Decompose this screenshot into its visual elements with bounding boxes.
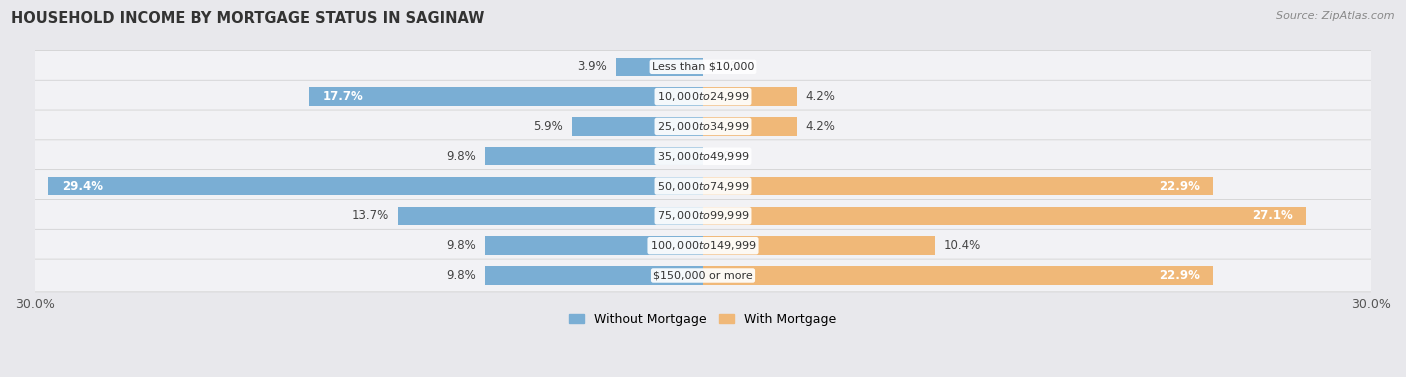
Bar [398,207,703,225]
Bar [48,177,703,195]
FancyBboxPatch shape [22,110,1384,143]
Text: $150,000 or more: $150,000 or more [654,270,752,280]
Text: 9.8%: 9.8% [446,269,475,282]
Text: 17.7%: 17.7% [322,90,363,103]
Bar [309,87,703,106]
Text: 13.7%: 13.7% [352,209,389,222]
Text: 0.0%: 0.0% [711,60,741,73]
Text: $75,000 to $99,999: $75,000 to $99,999 [657,209,749,222]
Legend: Without Mortgage, With Mortgage: Without Mortgage, With Mortgage [564,308,842,331]
Bar [616,58,703,76]
FancyBboxPatch shape [22,170,1384,202]
Text: 10.4%: 10.4% [943,239,981,252]
Bar [485,266,703,285]
Text: $35,000 to $49,999: $35,000 to $49,999 [657,150,749,163]
FancyBboxPatch shape [22,259,1384,292]
Bar [485,236,703,255]
FancyBboxPatch shape [22,80,1384,113]
Text: Source: ZipAtlas.com: Source: ZipAtlas.com [1277,11,1395,21]
Bar [572,117,703,136]
FancyBboxPatch shape [22,229,1384,262]
FancyBboxPatch shape [22,140,1384,173]
Bar [703,207,1306,225]
Text: 0.0%: 0.0% [711,150,741,163]
Text: 4.2%: 4.2% [806,120,835,133]
FancyBboxPatch shape [22,51,1384,83]
Text: Less than $10,000: Less than $10,000 [652,62,754,72]
Text: 22.9%: 22.9% [1159,269,1199,282]
Text: 9.8%: 9.8% [446,239,475,252]
Bar [485,147,703,166]
Text: $100,000 to $149,999: $100,000 to $149,999 [650,239,756,252]
Text: $25,000 to $34,999: $25,000 to $34,999 [657,120,749,133]
Text: 5.9%: 5.9% [533,120,562,133]
Bar [703,236,935,255]
Bar [703,117,797,136]
Text: 9.8%: 9.8% [446,150,475,163]
Text: 3.9%: 3.9% [578,60,607,73]
Bar [703,177,1213,195]
Text: $50,000 to $74,999: $50,000 to $74,999 [657,179,749,193]
Text: 29.4%: 29.4% [62,179,103,193]
Text: 22.9%: 22.9% [1159,179,1199,193]
FancyBboxPatch shape [22,199,1384,232]
Bar [703,87,797,106]
Text: 4.2%: 4.2% [806,90,835,103]
Text: HOUSEHOLD INCOME BY MORTGAGE STATUS IN SAGINAW: HOUSEHOLD INCOME BY MORTGAGE STATUS IN S… [11,11,485,26]
Bar [703,266,1213,285]
Text: $10,000 to $24,999: $10,000 to $24,999 [657,90,749,103]
Text: 27.1%: 27.1% [1253,209,1294,222]
